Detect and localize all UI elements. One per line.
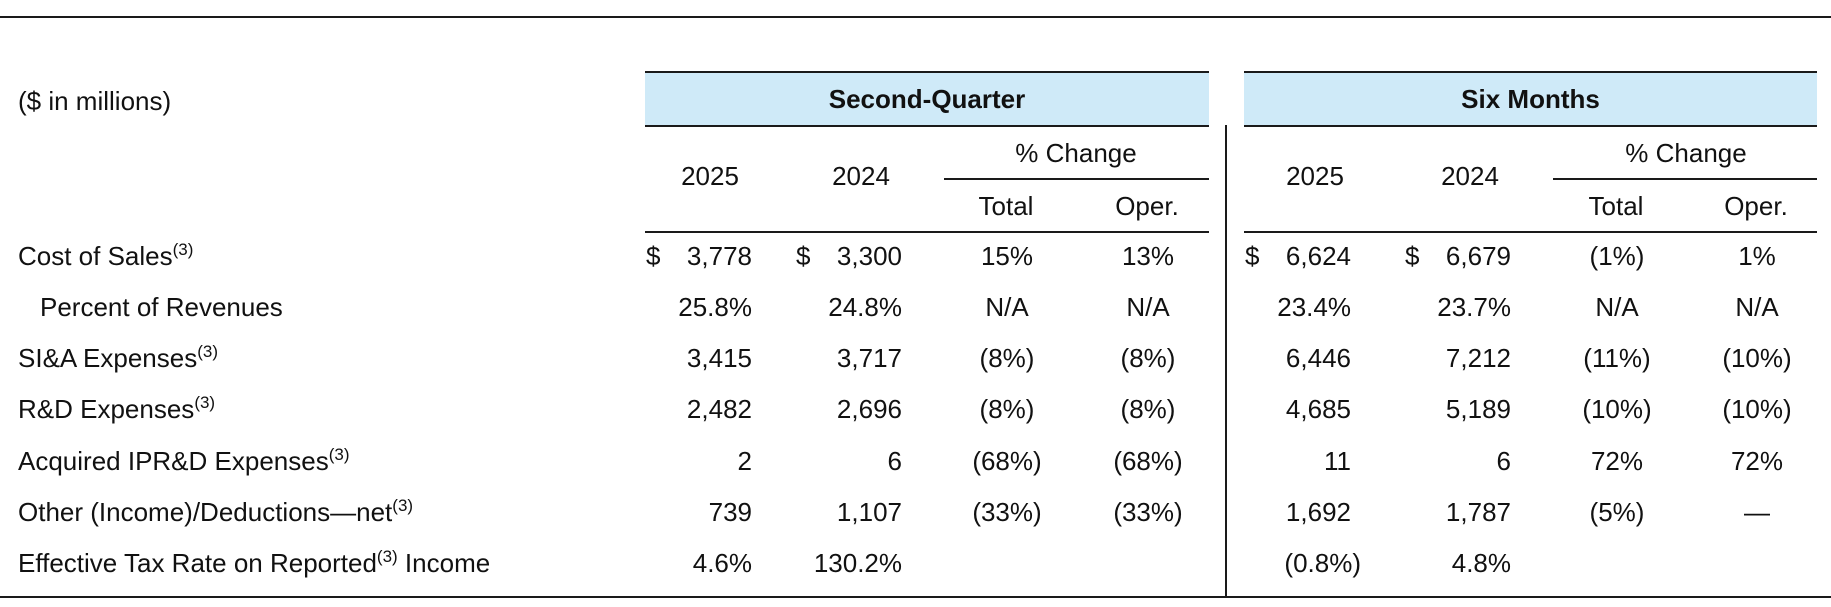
table-cell: 739 [708,497,752,527]
row-label-suffix: Income [397,548,491,578]
row-label: Acquired IPR&D Expenses(3) [18,445,350,480]
column-header-change-type: Oper. [1115,191,1179,221]
table-cell: (68%) [1113,446,1183,476]
table-cell: 15% [980,241,1034,271]
footnote-ref: (3) [328,445,350,464]
table-cell: (33%) [972,497,1042,527]
column-header-change-type: Total [978,191,1034,221]
footnote-ref: (3) [392,496,414,515]
column-header-change-type: Oper. [1724,191,1788,221]
group-separator [1225,125,1227,596]
table-cell: N/A [1595,292,1639,322]
table-cell: N/A [1126,292,1170,322]
row-label-text: SI&A Expenses [18,343,198,373]
table-cell: (1%) [1589,241,1645,271]
table-cell: 3,778 [686,241,752,271]
units-label: ($ in millions) [18,86,172,116]
table-cell: (11%) [1583,343,1651,373]
table-cell: (8%) [1120,394,1176,424]
currency-symbol: $ [1405,241,1420,271]
table-cell: N/A [1735,292,1779,322]
currency-symbol: $ [796,241,811,271]
table-cell: 130.2% [813,548,902,578]
row-label: R&D Expenses(3) [18,393,216,428]
table-cell: (8%) [979,343,1035,373]
six-months-header-bottom-rule [1244,231,1817,233]
table-cell: 4,685 [1285,394,1351,424]
currency-symbol: $ [1245,241,1260,271]
table-cell: N/A [985,292,1029,322]
table-cell: 3,300 [836,241,902,271]
row-label-text: Percent of Revenues [40,292,283,322]
second-quarter-title: Second-Quarter [828,84,1026,114]
table-cell: (68%) [972,446,1042,476]
row-label: Cost of Sales(3) [18,240,194,275]
column-header-year: 2024 [1441,161,1499,191]
bottom-rule [0,596,1831,598]
row-label-text: Acquired IPR&D Expenses [18,446,329,476]
table-cell: 4.6% [692,548,752,578]
row-label-text: R&D Expenses [18,394,195,424]
table-cell: — [1744,497,1770,527]
table-cell: 23.4% [1277,292,1351,322]
six-months-header: Six Months [1244,71,1817,127]
table-cell: 6,446 [1285,343,1351,373]
table-cell: (8%) [1120,343,1176,373]
footnote-ref: (3) [172,240,194,259]
table-cell: 25.8% [678,292,752,322]
column-header-change: % Change [1015,138,1137,168]
column-header-change-type: Total [1588,191,1644,221]
row-label: Percent of Revenues [40,292,283,322]
table-cell: (10%) [1722,343,1792,373]
table-cell: 2,482 [686,394,752,424]
currency-symbol: $ [646,241,661,271]
table-cell: 24.8% [828,292,902,322]
row-label: Effective Tax Rate on Reported(3) Income [18,547,491,582]
second-quarter-change-rule [944,178,1209,180]
table-cell: 6,624 [1285,241,1351,271]
column-header-year: 2024 [832,161,890,191]
row-label: Other (Income)/Deductions—net(3) [18,496,414,531]
table-cell: 72% [1730,446,1784,476]
six-months-title: Six Months [1461,84,1600,114]
row-label-text: Other (Income)/Deductions—net [18,497,393,527]
table-cell: (33%) [1113,497,1183,527]
column-header-year: 2025 [1286,161,1344,191]
table-cell: 2 [737,446,752,476]
footnote-ref: (3) [194,393,216,412]
footnote-ref: (3) [376,547,398,566]
table-cell: 5,189 [1445,394,1511,424]
top-rule [0,16,1831,18]
row-label-text: Cost of Sales [18,241,173,271]
column-header-year: 2025 [681,161,739,191]
table-cell: 7,212 [1445,343,1511,373]
column-header-change: % Change [1625,138,1747,168]
table-cell: 6 [887,446,902,476]
table-cell: 3,415 [686,343,752,373]
table-cell: (5%) [1589,497,1645,527]
table-cell: 1,692 [1285,497,1351,527]
table-cell: 6 [1496,446,1511,476]
table-cell: (10%) [1722,394,1792,424]
table-cell: 6,679 [1445,241,1511,271]
row-label-text: Effective Tax Rate on Reported [18,548,377,578]
table-cell: 1,787 [1445,497,1511,527]
footnote-ref: (3) [197,342,219,361]
table-cell: (0.8%) [1284,548,1361,578]
second-quarter-header: Second-Quarter [645,71,1209,127]
table-cell: 2,696 [836,394,902,424]
table-cell: 72% [1590,446,1644,476]
table-cell: 11 [1324,446,1351,476]
second-quarter-header-bottom-rule [645,231,1209,233]
table-cell: 4.8% [1451,548,1511,578]
table-cell: 1% [1738,241,1776,271]
row-label: SI&A Expenses(3) [18,342,219,377]
table-cell: 13% [1121,241,1175,271]
table-cell: (10%) [1582,394,1652,424]
six-months-change-rule [1553,178,1817,180]
table-cell: 1,107 [836,497,902,527]
table-cell: (8%) [979,394,1035,424]
table-cell: 23.7% [1437,292,1511,322]
table-cell: 3,717 [836,343,902,373]
